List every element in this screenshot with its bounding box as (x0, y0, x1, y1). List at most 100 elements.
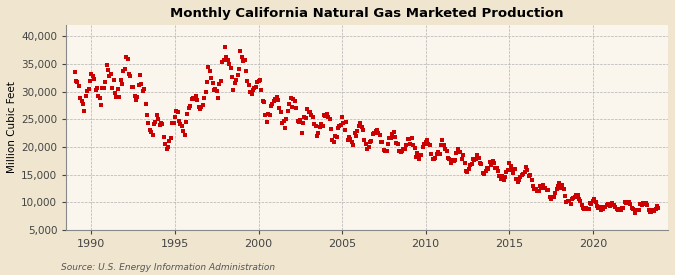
Point (547, 195, 558, 199)
Point (236, 55, 247, 59)
Point (433, 150, 443, 154)
Point (377, 140, 388, 144)
Point (414, 153, 425, 157)
Point (203, 65, 214, 69)
Point (451, 151, 462, 156)
Point (385, 136, 396, 140)
Point (391, 141, 402, 145)
Point (405, 142, 416, 146)
Point (79, 109, 90, 114)
Point (476, 162, 487, 166)
Point (78, 102, 88, 107)
Point (434, 152, 445, 156)
Point (207, 81, 218, 85)
Point (593, 206, 604, 211)
Point (536, 186, 547, 191)
Point (537, 183, 548, 188)
Point (328, 140, 339, 144)
Point (180, 132, 190, 137)
Point (167, 121, 178, 125)
Point (634, 202, 645, 207)
Point (630, 208, 641, 213)
Point (270, 97, 281, 101)
Point (97, 86, 108, 90)
Point (202, 80, 213, 84)
Point (465, 163, 476, 167)
Point (285, 95, 296, 100)
Point (117, 82, 128, 86)
Point (506, 163, 516, 168)
Point (569, 195, 580, 200)
Point (139, 86, 150, 91)
Point (533, 189, 544, 193)
Point (302, 107, 313, 111)
Point (264, 113, 275, 117)
Point (379, 148, 389, 153)
Point (83, 87, 94, 91)
Point (76, 99, 87, 103)
Point (242, 79, 252, 83)
Point (138, 89, 148, 93)
Point (136, 81, 147, 86)
Point (398, 146, 409, 151)
Point (333, 126, 344, 130)
Point (607, 201, 618, 205)
Point (248, 88, 259, 92)
Point (321, 112, 332, 116)
Point (440, 147, 451, 151)
Point (72, 80, 83, 84)
Point (400, 147, 410, 151)
Point (544, 194, 555, 199)
Point (637, 203, 647, 208)
Point (554, 181, 565, 185)
Point (618, 205, 629, 210)
Point (646, 210, 657, 214)
Point (240, 68, 251, 73)
Point (165, 136, 176, 140)
Point (355, 121, 366, 125)
Point (483, 167, 493, 172)
Point (417, 145, 428, 150)
Point (643, 207, 654, 212)
Point (153, 117, 163, 121)
Point (148, 122, 159, 127)
Point (641, 201, 651, 206)
Point (150, 120, 161, 125)
Point (279, 126, 290, 130)
Point (553, 184, 564, 188)
Point (185, 104, 196, 108)
Point (587, 199, 598, 203)
Point (109, 91, 120, 95)
Point (320, 114, 331, 118)
Point (595, 205, 605, 209)
Point (327, 138, 338, 143)
Point (115, 78, 126, 83)
Point (286, 105, 297, 109)
Point (473, 156, 484, 160)
Point (387, 132, 398, 136)
Point (342, 138, 353, 142)
Point (121, 55, 132, 59)
Point (288, 97, 299, 101)
Title: Monthly California Natural Gas Marketed Production: Monthly California Natural Gas Marketed … (170, 7, 564, 20)
Point (363, 145, 374, 149)
Point (239, 58, 250, 62)
Point (639, 202, 650, 206)
Point (621, 200, 632, 205)
Point (487, 159, 498, 164)
Point (182, 112, 193, 116)
Point (486, 163, 497, 167)
Point (578, 206, 589, 210)
Point (628, 207, 639, 211)
Point (459, 161, 470, 166)
Point (224, 62, 235, 66)
Point (193, 105, 204, 109)
Point (303, 110, 314, 114)
Point (291, 106, 302, 110)
Point (194, 107, 205, 112)
Point (583, 207, 594, 211)
Point (172, 110, 183, 114)
Point (596, 207, 607, 212)
Point (156, 121, 167, 126)
Point (620, 200, 630, 205)
